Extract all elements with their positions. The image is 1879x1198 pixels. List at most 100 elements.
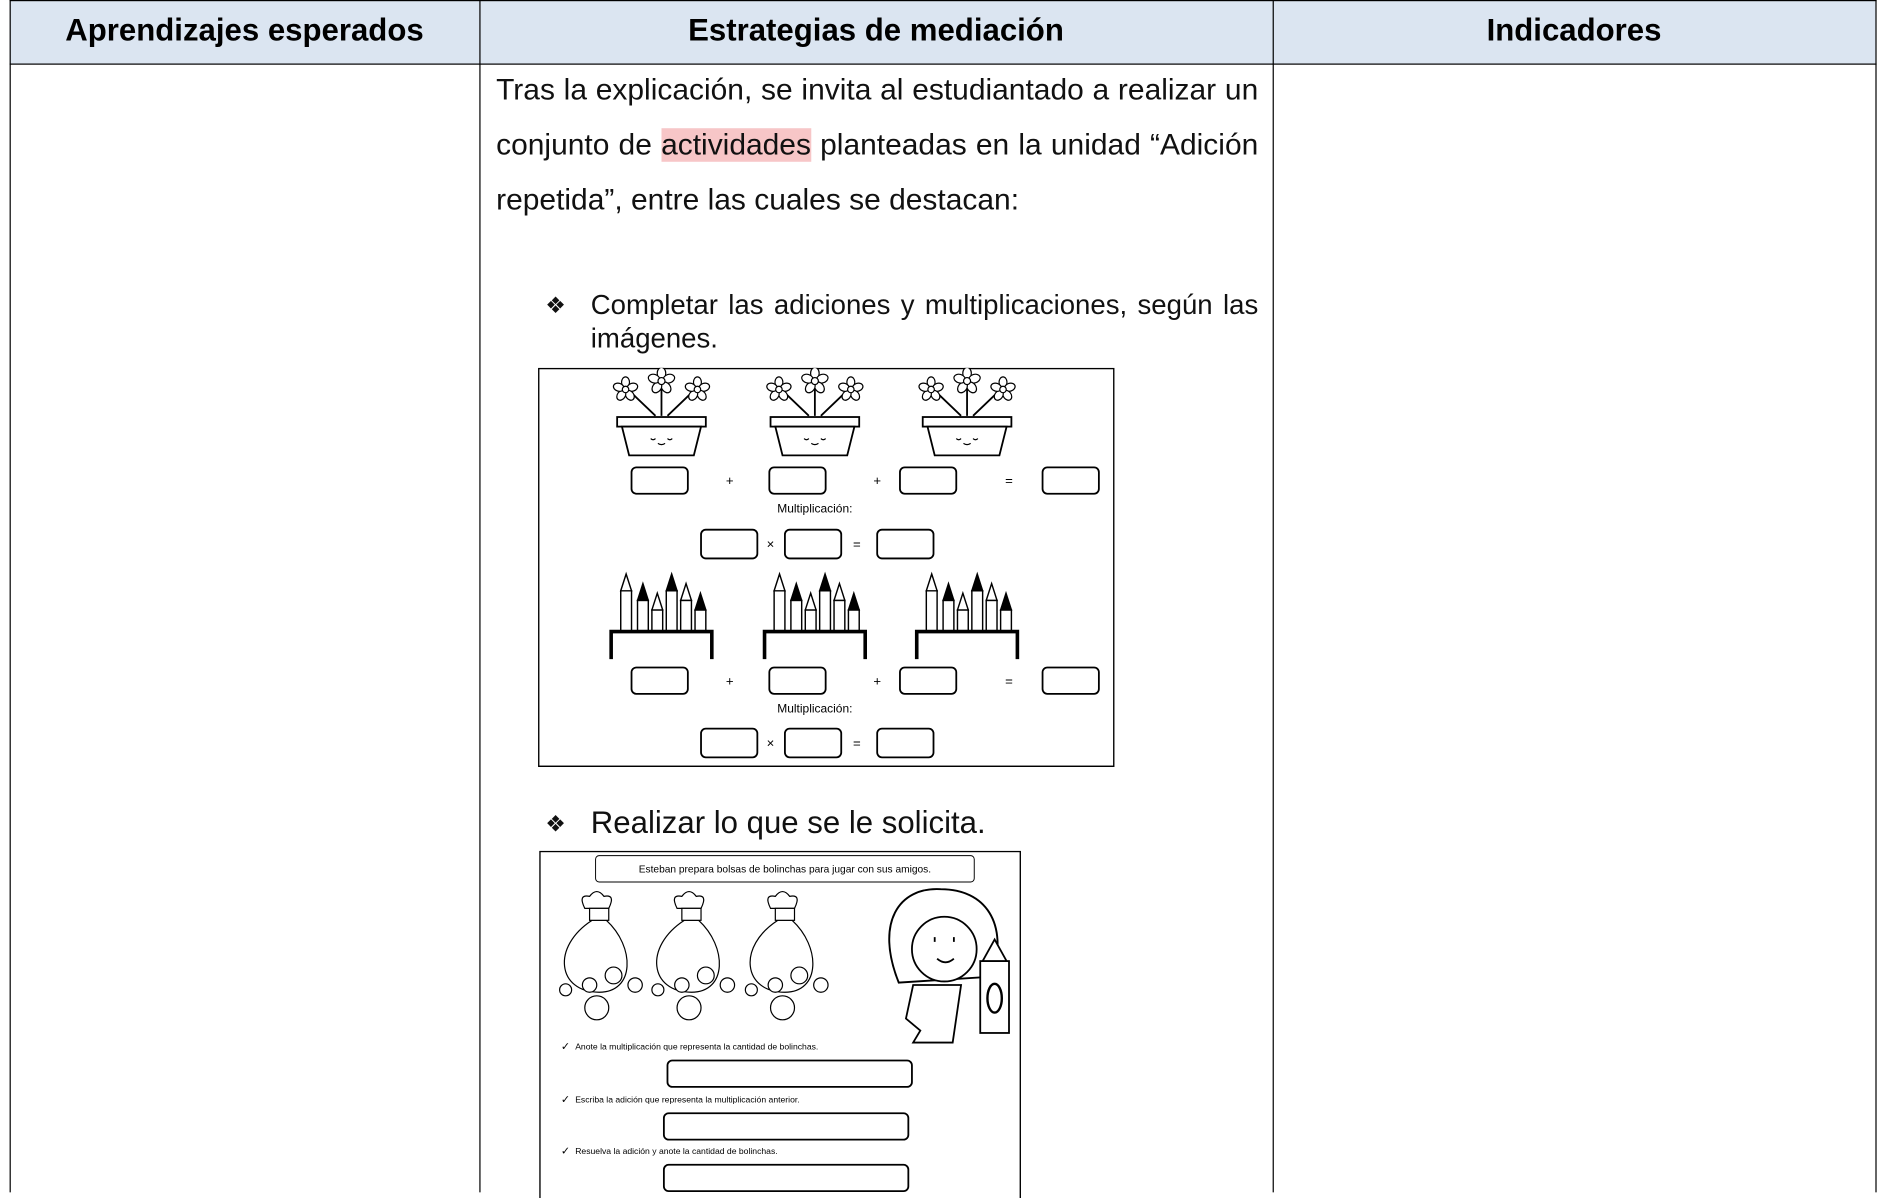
task-text: Anote la multiplicación que representa l… [575, 1042, 818, 1052]
marble-bag-drawing [744, 890, 829, 1021]
pencil-tip [956, 590, 970, 611]
flower-center [775, 385, 783, 394]
flower-center [621, 385, 630, 394]
operator: + [873, 673, 881, 688]
check-mark: ✓ [561, 1041, 570, 1053]
title-box [595, 855, 975, 883]
pencil-cup-drawing [762, 571, 867, 660]
pencil-tip [818, 571, 832, 592]
task-text: Resuelva la adición y anote la cantidad … [575, 1146, 777, 1156]
pencil-tip [847, 590, 861, 611]
answer-box [1041, 666, 1100, 695]
operator: = [1005, 473, 1013, 488]
bag-top [767, 890, 798, 909]
pot-body [774, 425, 856, 457]
flowerpot-drawing [612, 367, 711, 457]
answer-box [899, 666, 958, 695]
operator: + [873, 473, 881, 488]
pencil-tip [942, 581, 955, 602]
answer-box [768, 666, 827, 695]
operator: × [767, 736, 775, 751]
marble [559, 983, 573, 997]
pencil-tip [999, 590, 1013, 611]
bullet-symbol: ❖ [545, 812, 566, 838]
marble [769, 995, 796, 1021]
table-border [1875, 0, 1877, 1193]
pencil-tip [619, 571, 633, 592]
check-mark: ✓ [561, 1145, 570, 1157]
pot-body [926, 425, 1008, 457]
pencil-tip [636, 581, 650, 602]
flower-center [693, 385, 702, 394]
crayon [979, 960, 1010, 1034]
cup-body [762, 629, 867, 660]
pencil-tip [985, 581, 999, 602]
operator: = [853, 537, 861, 552]
bag-top [673, 890, 705, 909]
column-header: Estrategias de mediación [688, 11, 1064, 48]
flowerpot-drawing [766, 367, 864, 457]
pencil-tip [804, 590, 818, 611]
answer-box [899, 466, 958, 495]
activity-text: Realizar lo que se le solicita. [590, 804, 986, 841]
face-details [933, 937, 955, 964]
activity-item: ❖ Realizar lo que se le solicita. [545, 803, 1258, 844]
pencil-tip [650, 590, 664, 611]
operator: = [853, 736, 861, 751]
highlighted-text: actividades [661, 128, 811, 162]
marble [719, 977, 736, 993]
table-border [9, 0, 12, 1193]
answer-box [630, 666, 689, 695]
bag-top [581, 890, 613, 909]
answer-box [700, 727, 759, 759]
pot-face [955, 438, 979, 446]
pencil-tip [694, 590, 707, 611]
column-header: Aprendizajes esperados [65, 11, 424, 48]
answer-box [876, 727, 935, 759]
answer-box [784, 528, 843, 560]
table-border [479, 0, 481, 1193]
flowerpot-drawing [918, 367, 1016, 457]
answer-box [662, 1112, 910, 1141]
answer-box [666, 1059, 913, 1088]
table-border [9, 63, 1877, 66]
answer-box [630, 466, 689, 495]
operator: × [767, 537, 775, 552]
answer-box [1041, 466, 1100, 495]
pot-face [650, 438, 673, 446]
bag-tie [774, 907, 796, 921]
pencil-tip [679, 581, 693, 602]
pencil-tip [665, 571, 679, 592]
answer-box [768, 466, 827, 495]
pot-body [620, 425, 703, 457]
marble [744, 983, 758, 997]
answer-box [876, 528, 935, 560]
flower-center [657, 376, 666, 386]
text: Tras la explicación, se invita al estudi… [496, 73, 1259, 162]
table-border [9, 0, 1877, 2]
activity-item: ❖ Completar las adiciones y multiplicaci… [545, 288, 1258, 360]
marble [604, 966, 623, 985]
pencil-tip [773, 571, 786, 592]
worksheet-image: Esteban prepara bolsas de bolinchas para… [539, 850, 1021, 1198]
check-mark: ✓ [561, 1094, 570, 1106]
pencil-cup-drawing [609, 571, 714, 660]
pencil-tip [925, 571, 939, 592]
marble [674, 977, 690, 993]
marble [581, 977, 598, 993]
marble [790, 966, 809, 985]
face [911, 915, 978, 983]
pencil-tip [833, 581, 846, 602]
table-border [1272, 0, 1275, 1193]
marble [651, 983, 665, 997]
flower-center [810, 376, 819, 386]
bag-tie [681, 907, 702, 921]
pencil-cup-drawing [914, 571, 1020, 660]
column-header: Indicadores [1486, 11, 1662, 48]
section-label: Multiplicación: [777, 702, 852, 716]
marble-bag-drawing [651, 890, 736, 1021]
section-label: Multiplicación: [777, 501, 852, 515]
bullet-symbol: ❖ [545, 293, 566, 319]
